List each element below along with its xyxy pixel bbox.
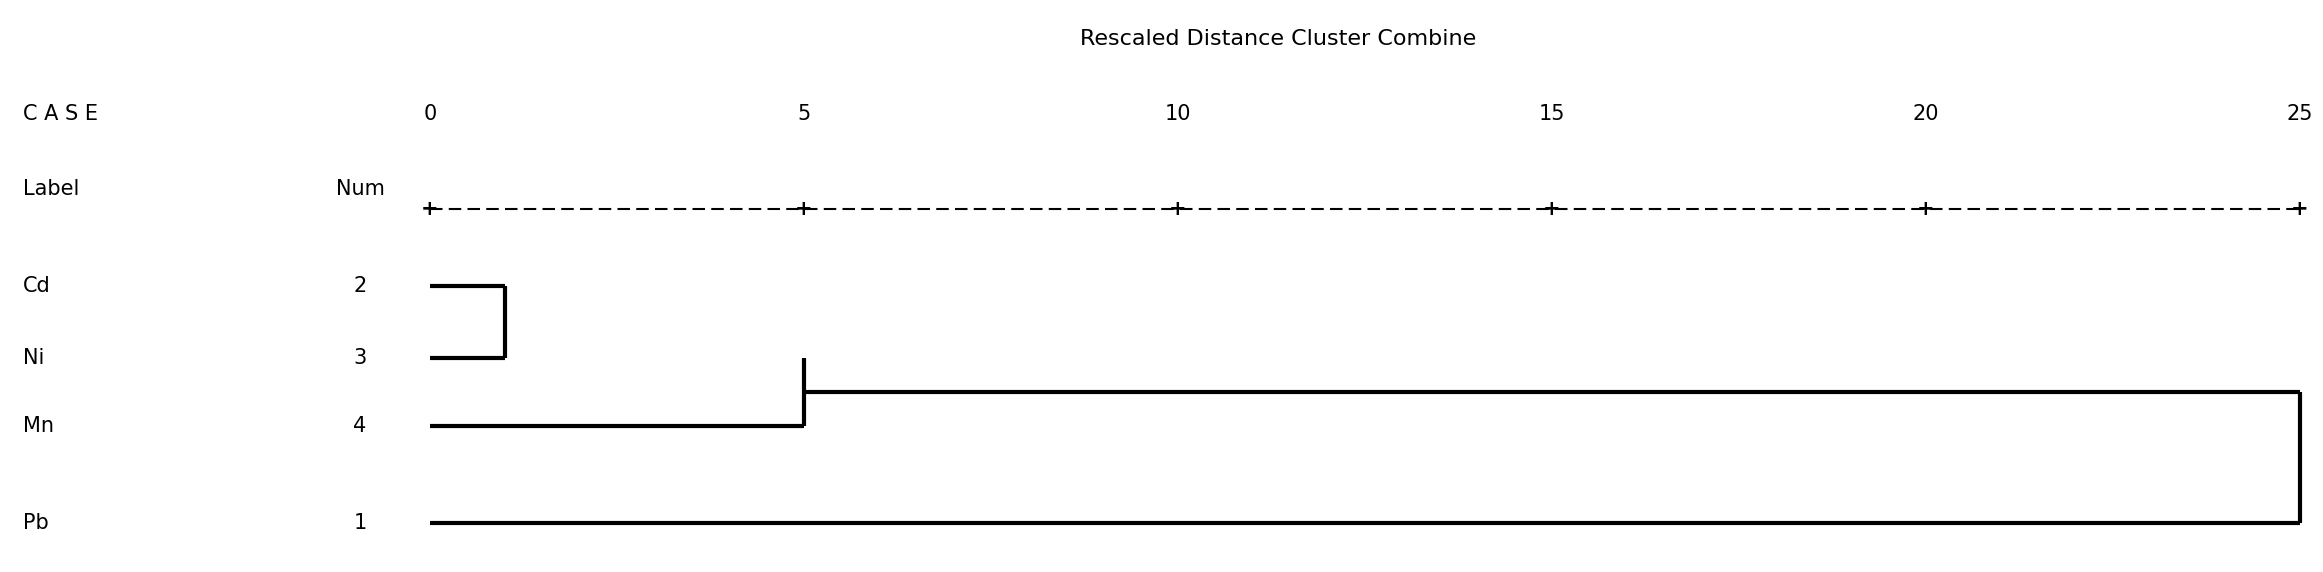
Text: 15: 15 xyxy=(1538,105,1566,124)
Text: 4: 4 xyxy=(353,416,367,436)
Text: C A S E: C A S E xyxy=(23,105,98,124)
Text: 2: 2 xyxy=(353,276,367,296)
Text: 0: 0 xyxy=(423,105,437,124)
Text: +: + xyxy=(1168,199,1187,219)
Text: 1: 1 xyxy=(353,514,367,533)
Text: Label: Label xyxy=(23,179,79,198)
Text: +: + xyxy=(1542,199,1561,219)
Text: 25: 25 xyxy=(2286,105,2314,124)
Text: +: + xyxy=(1916,199,1935,219)
Text: +: + xyxy=(794,199,813,219)
Text: Num: Num xyxy=(335,179,386,198)
Text: Ni: Ni xyxy=(23,348,44,367)
Text: +: + xyxy=(2290,199,2309,219)
Text: Cd: Cd xyxy=(23,276,51,296)
Text: 20: 20 xyxy=(1912,105,1940,124)
Text: 5: 5 xyxy=(797,105,811,124)
Text: Mn: Mn xyxy=(23,416,53,436)
Text: +: + xyxy=(420,199,439,219)
Text: Pb: Pb xyxy=(23,514,49,533)
Text: 10: 10 xyxy=(1164,105,1192,124)
Text: 3: 3 xyxy=(353,348,367,367)
Text: Rescaled Distance Cluster Combine: Rescaled Distance Cluster Combine xyxy=(1080,29,1475,49)
